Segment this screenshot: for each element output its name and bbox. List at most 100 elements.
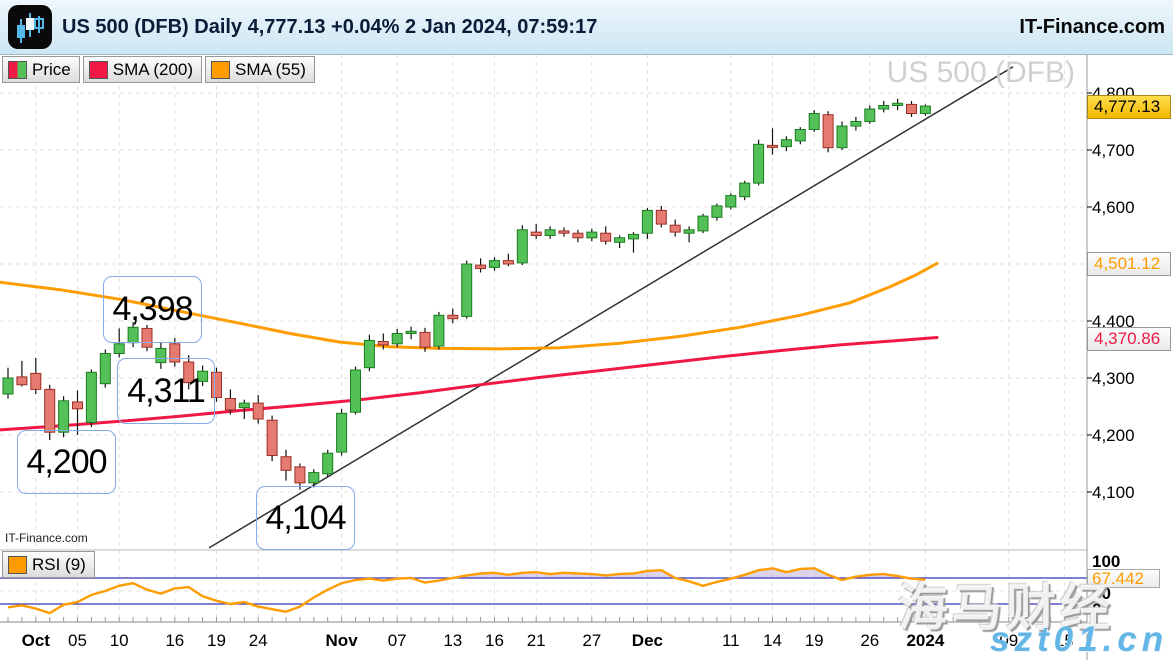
candle (211, 367, 222, 402)
time-axis-label: 21 (526, 631, 546, 650)
legend-item-rsi[interactable]: RSI (9) (2, 551, 95, 578)
candle (725, 193, 737, 210)
rsi-overbought-fill (411, 568, 908, 578)
price-annotation[interactable]: 4,311 (117, 358, 215, 424)
rsi-scale-bottom: 0 (1092, 600, 1102, 619)
candle (405, 326, 417, 340)
candle (753, 139, 765, 186)
candle (238, 399, 250, 419)
price-axis-label: 4,100 (1092, 483, 1135, 502)
candle (530, 224, 542, 239)
candle (308, 469, 320, 488)
candle (836, 121, 848, 150)
rsi-value-marker: 67.442 (1087, 569, 1160, 588)
time-axis-label: 26 (860, 631, 880, 650)
price-marker-last: 4,777.13 (1087, 95, 1171, 120)
candle (377, 333, 389, 350)
candle (641, 208, 653, 239)
site-watermark: szt01.cn (990, 620, 1169, 659)
time-axis-label: 15 (1054, 631, 1074, 650)
trendline (208, 66, 1014, 549)
candle (544, 226, 556, 239)
time-axis-label: 16 (485, 631, 504, 650)
candle (572, 229, 584, 243)
candle (252, 395, 264, 424)
candle (224, 389, 236, 415)
candle (628, 232, 639, 253)
chart-watermark: US 500 (DFB) (886, 56, 1075, 89)
candle (697, 213, 709, 234)
candle (363, 334, 375, 372)
candle (558, 227, 570, 237)
rsi-legend: RSI (9) (2, 551, 95, 578)
candle (600, 226, 612, 245)
price-axis-label: 4,700 (1092, 141, 1135, 160)
price-axis-label: 4,400 (1092, 312, 1135, 331)
candle (739, 180, 751, 201)
rsi-scale-mid: 50 (1092, 584, 1111, 603)
brand-link[interactable]: IT-Finance.com (1019, 16, 1165, 38)
sma55-swatch-icon (211, 60, 231, 79)
cn-watermark: 海马财经 (898, 580, 1114, 636)
time-axis-label: 09 (999, 631, 1019, 650)
price-annotation[interactable]: 4,398 (103, 276, 202, 343)
candle (878, 101, 890, 113)
candle (336, 408, 348, 456)
candle (502, 253, 514, 267)
candle (30, 358, 42, 394)
candle (461, 260, 473, 319)
candle (447, 308, 459, 324)
sma55-line (0, 261, 939, 351)
time-axis-label: 2024 (906, 631, 945, 650)
candle (808, 110, 820, 132)
candle (822, 111, 834, 153)
sma200-label: SMA (200) (112, 59, 194, 79)
candle (350, 366, 361, 415)
legend-item-sma55[interactable]: SMA (55) (205, 56, 315, 83)
candle (892, 98, 904, 111)
candle (155, 342, 167, 369)
candle (294, 463, 306, 490)
candle (419, 327, 431, 352)
time-axis-label: 27 (582, 631, 602, 650)
sma200-line (0, 336, 939, 432)
price-swatch-icon (8, 60, 27, 79)
rsi-label: RSI (9) (32, 554, 86, 574)
candle (516, 225, 528, 266)
price-axis-label: 4,200 (1092, 426, 1135, 445)
candle (489, 257, 500, 271)
rsi-swatch-icon (8, 555, 27, 574)
candle (85, 369, 97, 427)
candle (183, 355, 195, 390)
time-axis-label: Nov (325, 631, 358, 650)
candle (794, 127, 806, 145)
app-logo-candlestick-icon (8, 5, 52, 49)
candle (475, 258, 487, 273)
candle (197, 365, 209, 386)
instrument-title: US 500 (DFB) Daily 4,777.13 +0.04% 2 Jan… (62, 16, 598, 38)
candle (850, 116, 862, 131)
legend-item-price[interactable]: Price (2, 56, 80, 83)
price-annotation[interactable]: 4,104 (256, 486, 355, 550)
time-axis-label: 07 (387, 631, 407, 650)
chart-legend: Price SMA (200) SMA (55) (2, 56, 315, 83)
rsi-scale-top: 100 (1092, 552, 1121, 571)
candle (266, 415, 278, 462)
legend-item-sma200[interactable]: SMA (200) (82, 56, 203, 83)
price-annotation[interactable]: 4,200 (17, 430, 116, 494)
time-axis-label: 14 (763, 631, 782, 650)
candle (780, 136, 792, 152)
time-axis-label: Dec (631, 631, 663, 650)
time-axis-label: 16 (165, 631, 185, 650)
candle (906, 101, 917, 117)
candle (669, 219, 681, 237)
candle (711, 203, 723, 221)
sma55-label: SMA (55) (235, 59, 306, 79)
price-axis-label: 4,300 (1092, 369, 1135, 388)
time-axis-label: 19 (207, 631, 226, 650)
candle (864, 105, 876, 124)
provider-watermark: IT-Finance.com (5, 531, 88, 545)
candle (16, 360, 28, 387)
candle (767, 128, 778, 155)
